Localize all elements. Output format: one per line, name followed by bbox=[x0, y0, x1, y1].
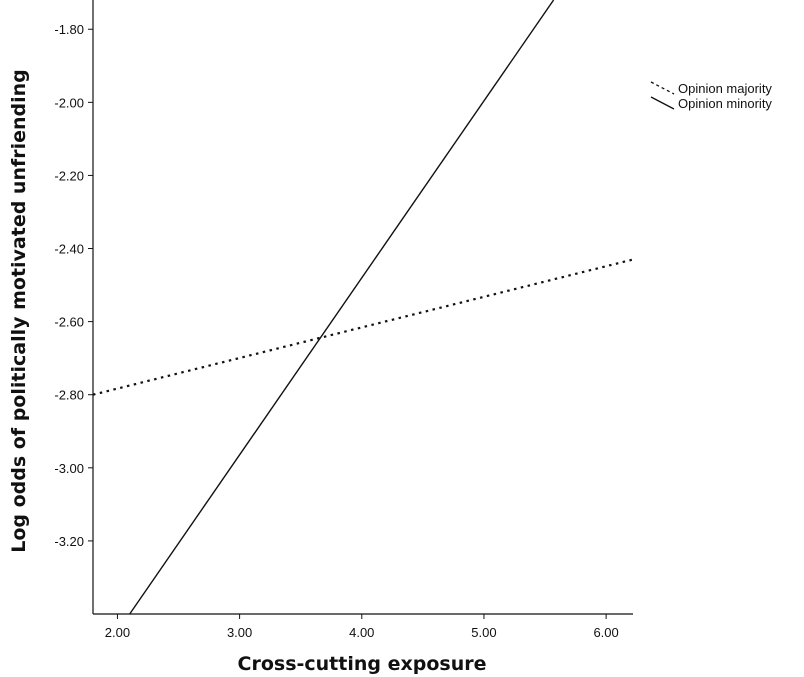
x-tick-label: 6.00 bbox=[593, 625, 618, 640]
x-axis-title: Cross-cutting exposure bbox=[238, 653, 487, 675]
legend-label-opinion-majority: Opinion majority bbox=[678, 81, 772, 96]
legend-swatch-opinion-minority bbox=[650, 96, 675, 110]
legend-label-opinion-minority: Opinion minority bbox=[678, 96, 772, 111]
y-tick-label: -2.00 bbox=[54, 95, 84, 110]
series-lines bbox=[92, 0, 634, 615]
x-tick-label: 5.00 bbox=[471, 625, 496, 640]
x-tick-label: 3.00 bbox=[227, 625, 252, 640]
y-tick-label: -2.20 bbox=[54, 168, 84, 183]
y-tick-label: -3.00 bbox=[54, 461, 84, 476]
axes bbox=[92, 0, 633, 615]
y-tick-label: -1.80 bbox=[54, 22, 84, 37]
legend-swatch-opinion-majority bbox=[650, 81, 675, 95]
y-tick-label: -3.20 bbox=[54, 534, 84, 549]
ticks: -1.80 -2.00 -2.20 -2.40 -2.60 -2.80 -3.00 -3.20… bbox=[54, 22, 618, 640]
legend: Opinion majority Opinion minority bbox=[650, 81, 772, 111]
y-axis-title: Log odds of politically motivated unfrie… bbox=[8, 69, 30, 553]
y-tick-label: -2.80 bbox=[54, 388, 84, 403]
series-line-opinion-minority bbox=[129, 0, 555, 615]
series-line-opinion-majority bbox=[92, 258, 634, 396]
x-tick-label: 2.00 bbox=[105, 625, 130, 640]
y-tick-label: -2.40 bbox=[54, 242, 84, 257]
y-tick-label: -2.60 bbox=[54, 315, 84, 330]
x-tick-label: 4.00 bbox=[349, 625, 374, 640]
